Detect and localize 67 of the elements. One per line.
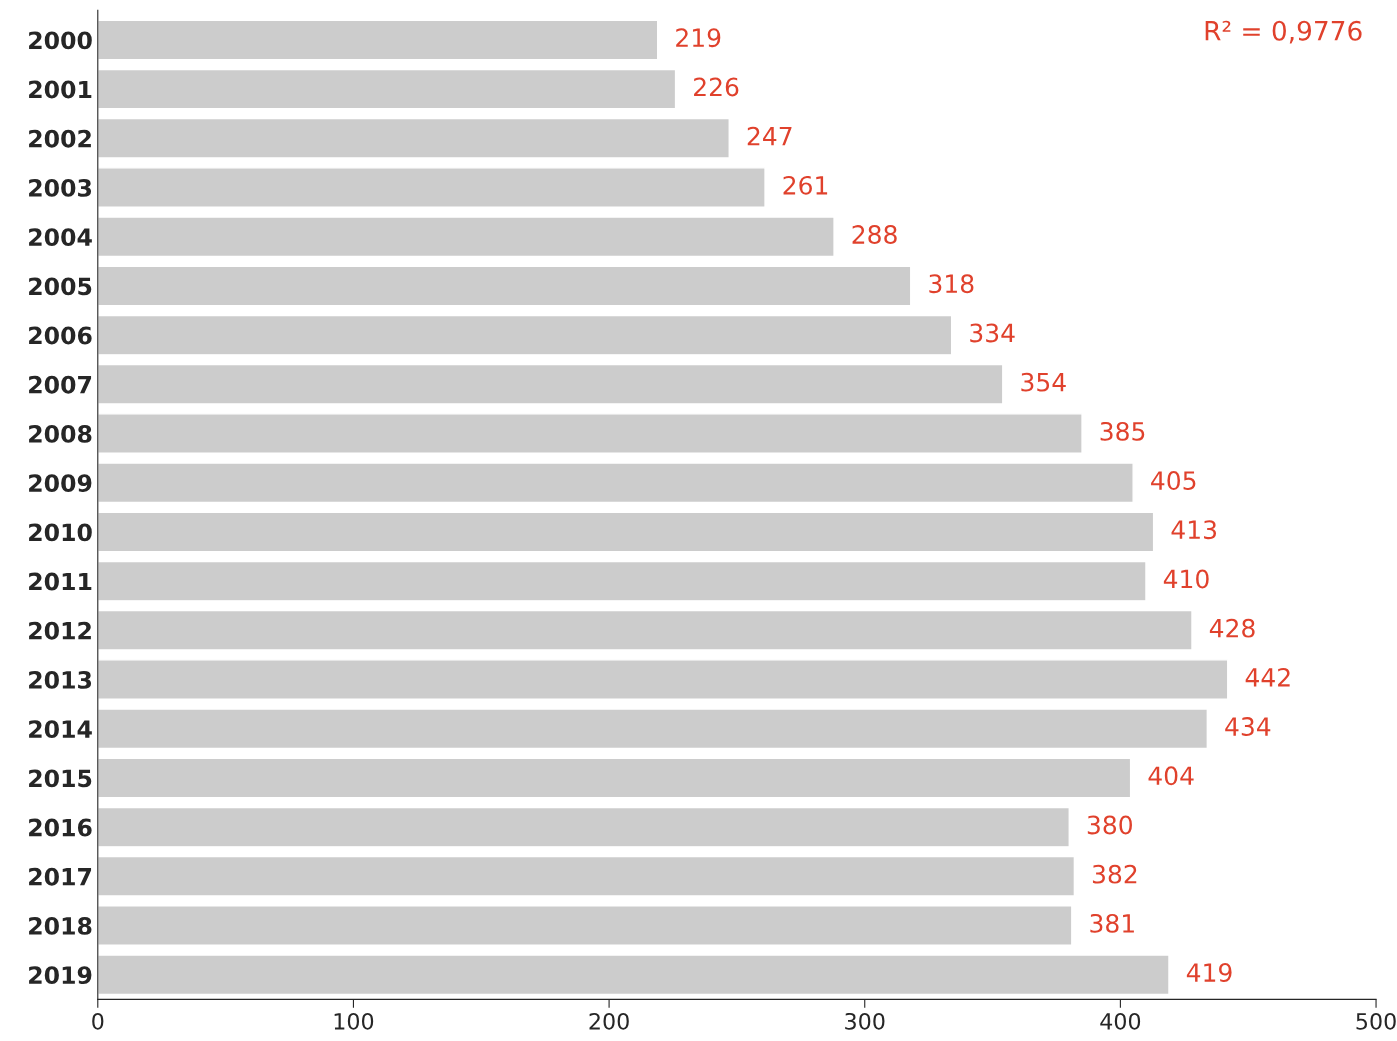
bar — [97, 708, 1209, 750]
y-tick-label: 2010 — [29, 523, 92, 542]
y-tick-label: 2014 — [29, 720, 92, 739]
y-tick-label: 2015 — [29, 769, 92, 788]
bar — [97, 68, 677, 110]
annotation: R² = 0,9776 — [1205, 20, 1362, 44]
data-label: 405 — [1151, 471, 1196, 490]
y-tick-label: 2019 — [29, 966, 92, 985]
y-tick-label: 2009 — [29, 474, 92, 493]
data-label: 261 — [783, 175, 828, 195]
y-tick-label: 2004 — [29, 228, 92, 247]
data-label: 428 — [1209, 618, 1255, 638]
bar — [97, 757, 1132, 799]
y-tick-label: 2011 — [29, 572, 92, 591]
y-tick-label: 2002 — [29, 129, 91, 148]
bar — [97, 560, 1147, 602]
data-label: 226 — [694, 77, 739, 97]
y-tick-label: 2008 — [29, 424, 92, 443]
data-label: 354 — [1021, 372, 1066, 392]
y-tick-label: 2001 — [29, 80, 92, 99]
data-label: 434 — [1225, 717, 1271, 737]
data-label: 419 — [1186, 963, 1232, 983]
bar — [97, 167, 766, 208]
y-tick-label: 2017 — [29, 867, 92, 886]
data-label: 288 — [852, 225, 897, 244]
y-tick-label: 2005 — [29, 277, 92, 296]
bar — [97, 462, 1134, 504]
bar — [97, 117, 730, 159]
bar — [97, 19, 659, 61]
bar — [97, 905, 1073, 946]
bar — [97, 216, 835, 258]
bar — [97, 413, 1083, 454]
y-tick-label: 2007 — [29, 375, 92, 394]
x-tick-label: 0 — [92, 1012, 104, 1030]
y-tick-label: 2003 — [29, 178, 92, 197]
data-label: 442 — [1245, 667, 1290, 687]
bar — [97, 659, 1229, 700]
data-label: 380 — [1087, 815, 1132, 835]
bar — [97, 954, 1170, 996]
y-tick-label: 2013 — [29, 671, 92, 689]
bar — [97, 806, 1070, 848]
bar — [97, 314, 953, 356]
data-label: 385 — [1100, 421, 1145, 441]
data-label: 413 — [1171, 520, 1217, 540]
data-label: 410 — [1163, 569, 1209, 589]
data-label: 318 — [929, 274, 974, 294]
data-label: 219 — [676, 28, 721, 48]
y-tick-label: 2016 — [29, 818, 92, 837]
x-tick-label: 300 — [845, 1012, 885, 1030]
x-tick-label: 100 — [334, 1012, 374, 1030]
x-tick-label: 500 — [1356, 1012, 1396, 1030]
x-tick-label: 400 — [1100, 1012, 1141, 1030]
bar — [97, 265, 912, 307]
y-tick-label: 2000 — [29, 31, 92, 50]
bar — [97, 855, 1076, 897]
bar — [97, 511, 1155, 553]
data-label: 382 — [1092, 864, 1137, 884]
data-label: 334 — [970, 323, 1015, 343]
x-tick-label: 200 — [589, 1012, 629, 1030]
data-label: 381 — [1090, 913, 1134, 933]
bar — [97, 363, 1004, 405]
y-tick-label: 2006 — [29, 326, 92, 345]
y-tick-label: 2018 — [29, 917, 92, 935]
data-label: 404 — [1148, 766, 1194, 786]
data-label: 247 — [747, 126, 792, 146]
y-tick-label: 2012 — [29, 621, 91, 640]
bar — [97, 609, 1193, 651]
